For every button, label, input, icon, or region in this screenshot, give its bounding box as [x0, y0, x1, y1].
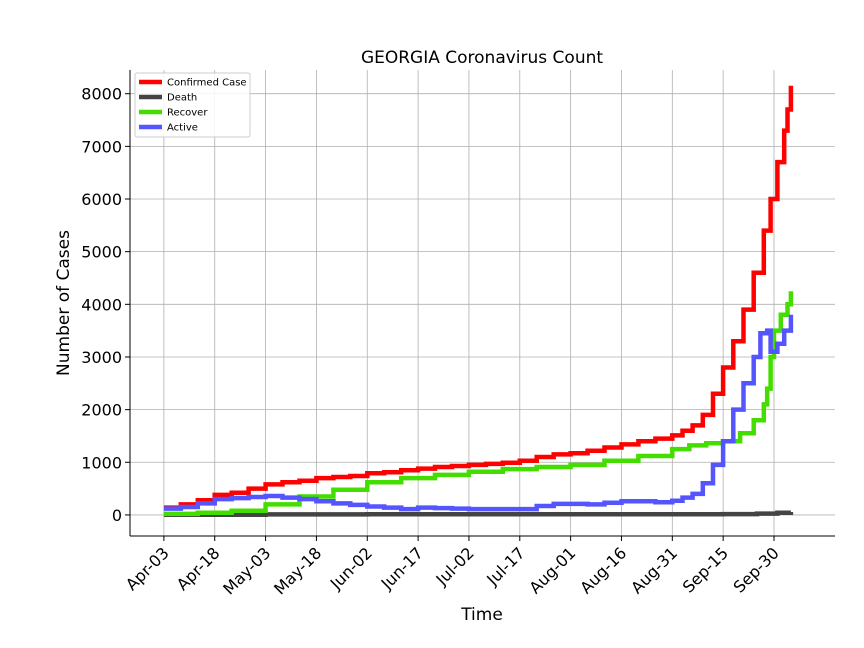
- y-ticks: 0 1000 2000 3000 4000 5000 6000 7000 8000: [81, 85, 130, 525]
- x-tick-label: Jul-02: [431, 543, 477, 589]
- x-tick-label: Aug-31: [627, 543, 681, 597]
- x-tick-label: Sep-15: [679, 543, 732, 596]
- chart-title: GEORGIA Coronavirus Count: [361, 48, 603, 68]
- legend-box: [134, 72, 251, 138]
- axes: [129, 70, 835, 537]
- x-tick-label: Jun-17: [377, 543, 427, 593]
- x-tick-label: May-03: [219, 543, 274, 598]
- x-tick-label: May-18: [270, 543, 325, 598]
- x-tick-label: Apr-03: [122, 543, 173, 594]
- series-line-confirmed-case: [163, 85, 794, 510]
- y-tick-label: 7000: [81, 137, 122, 156]
- x-tick-label: Jul-17: [482, 543, 528, 589]
- legend: Confirmed Case Death Recover Active: [134, 72, 251, 138]
- series-line-death: [163, 510, 794, 517]
- x-axis-title: Time: [460, 605, 503, 625]
- y-tick-label: 1000: [81, 453, 122, 472]
- y-tick-label: 0: [112, 506, 122, 525]
- y-tick-label: 5000: [81, 243, 122, 262]
- x-tick-label: Jun-02: [326, 543, 376, 593]
- y-tick-label: 4000: [81, 295, 122, 314]
- legend-label: Confirmed Case: [167, 78, 247, 89]
- y-tick-label: 3000: [81, 348, 122, 367]
- legend-label: Recover: [167, 108, 208, 119]
- legend-label: Active: [167, 123, 198, 134]
- y-tick-label: 8000: [81, 85, 122, 104]
- x-tick-label: Aug-16: [576, 543, 630, 597]
- y-tick-label: 6000: [81, 190, 122, 209]
- series-line-recover: [163, 291, 794, 517]
- series-line-active: [163, 314, 794, 512]
- x-tick-label: Sep-30: [730, 543, 783, 596]
- series-layer: [163, 85, 794, 517]
- x-tick-label: Aug-01: [525, 543, 579, 597]
- y-axis-title: Number of Cases: [54, 230, 74, 376]
- y-tick-label: 2000: [81, 401, 122, 420]
- x-tick-label: Apr-18: [173, 543, 224, 594]
- legend-label: Death: [167, 93, 197, 104]
